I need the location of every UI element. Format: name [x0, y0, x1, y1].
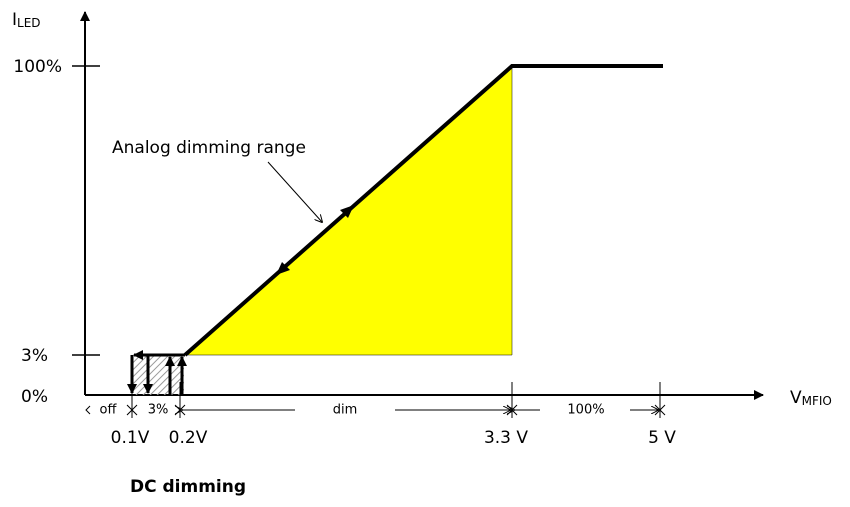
range-label: off	[100, 403, 118, 418]
x-tick-label: 3.3 V	[484, 428, 528, 448]
annotation: Analog dimming range	[112, 138, 306, 158]
direction-arrow	[340, 205, 354, 218]
range-label: 3%	[148, 403, 169, 418]
caption: DC dimming	[130, 477, 246, 497]
range-label: dim	[333, 403, 358, 418]
x-tick-label: 5 V	[648, 428, 676, 448]
transfer-curve	[183, 64, 663, 357]
dc-region	[132, 355, 184, 395]
y-tick-label: 3%	[21, 346, 48, 366]
y-axis-label: ILED	[12, 10, 41, 30]
y-tick-label: 100%	[13, 57, 62, 77]
range-lines	[85, 405, 658, 415]
x-tick-label: 0.1V	[111, 428, 150, 448]
direction-arrow	[276, 262, 290, 275]
x-axis-label: VMFIO	[790, 388, 832, 408]
y-tick-label: 0%	[21, 387, 48, 407]
annotation-leader	[267, 161, 322, 222]
range-label: 100%	[567, 403, 604, 418]
x-tick-label: 0.2V	[169, 428, 208, 448]
